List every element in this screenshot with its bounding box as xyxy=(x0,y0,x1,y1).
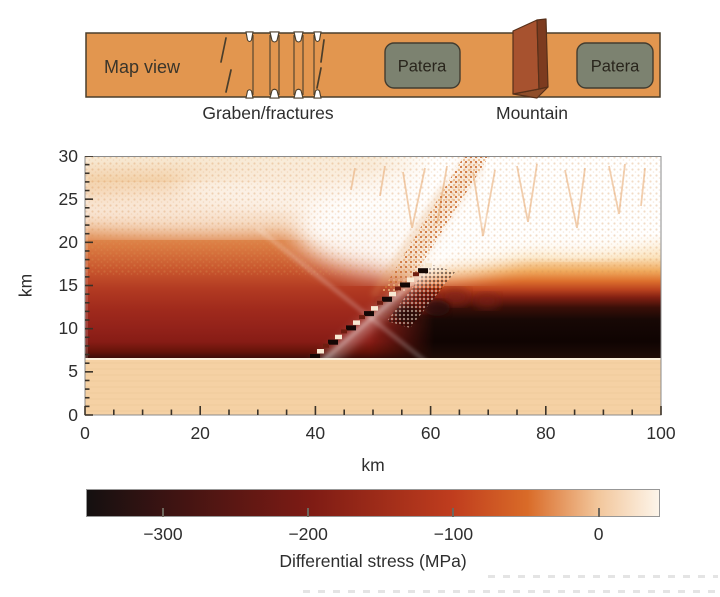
patera-left-label: Patera xyxy=(398,58,447,76)
colorbar-title: Differential stress (MPa) xyxy=(279,551,467,571)
map-view-schematic: Patera Patera Map view xyxy=(85,18,661,99)
colorbar-tick-0 xyxy=(597,508,600,517)
decollement-line xyxy=(85,356,661,360)
graben-fault-staircase xyxy=(310,263,432,358)
fracture-feathers xyxy=(350,163,646,237)
graben-label: Graben/fractures xyxy=(202,103,334,123)
diagonal-fracture-band xyxy=(382,156,489,291)
y-axis-title: km xyxy=(15,273,36,298)
graben-structure xyxy=(245,31,322,99)
mountain-shape xyxy=(512,18,549,99)
y-tick-label-20: 20 xyxy=(58,231,78,252)
y-tick-label-25: 25 xyxy=(58,188,78,209)
stress-field xyxy=(85,156,661,358)
x-tick-label-20: 20 xyxy=(190,423,210,443)
stress-heatmap xyxy=(85,156,661,415)
colorbar-tick-label--300: −300 xyxy=(143,524,183,544)
fracture-lines xyxy=(220,37,325,93)
x-axis-ticks xyxy=(84,406,662,415)
surface-band xyxy=(85,32,661,98)
colorbar xyxy=(86,489,660,517)
colorbar-tick-label--100: −100 xyxy=(433,524,474,544)
plot-axes xyxy=(84,156,662,416)
patera-right-label: Patera xyxy=(591,58,640,76)
y-axis-ticks xyxy=(85,156,93,416)
fault-damage-zone xyxy=(387,264,455,328)
patera-left-box xyxy=(384,42,461,89)
y-tick-label-10: 10 xyxy=(58,318,78,339)
x-axis-title: km xyxy=(361,455,385,475)
patera-right-box xyxy=(576,42,654,89)
map-view-title: Map view xyxy=(104,57,181,77)
x-tick-label-80: 80 xyxy=(536,423,556,443)
dotted-artifact-bottom xyxy=(303,590,718,593)
mountain-label: Mountain xyxy=(496,103,568,123)
colorbar-tick-label--200: −200 xyxy=(288,524,328,544)
plot-frame xyxy=(84,156,662,416)
x-tick-label-40: 40 xyxy=(305,423,326,443)
y-tick-label-15: 15 xyxy=(58,275,78,295)
y-tick-label-0: 0 xyxy=(68,404,78,425)
y-tick-label-30: 30 xyxy=(58,145,78,166)
y-tick-label-5: 5 xyxy=(68,361,78,382)
dotted-artifact-top xyxy=(488,575,718,578)
colorbar-tick--100 xyxy=(452,508,455,517)
x-tick-label-60: 60 xyxy=(420,423,441,443)
colorbar-tick-label-0: 0 xyxy=(593,524,604,544)
x-tick-label-100: 100 xyxy=(646,423,676,443)
colorbar-tick--200 xyxy=(307,508,310,517)
x-tick-label-0: 0 xyxy=(80,423,90,443)
colorbar-tick--300 xyxy=(161,508,164,517)
